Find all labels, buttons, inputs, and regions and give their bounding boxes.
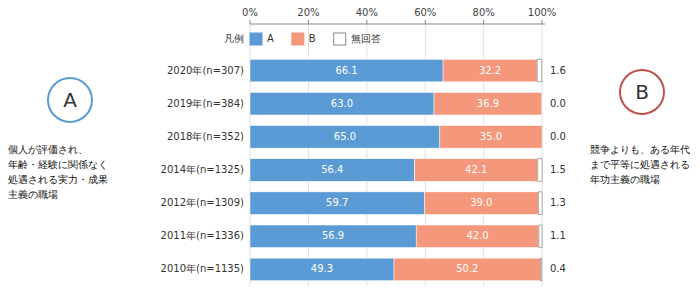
data-label: 1.1 bbox=[550, 230, 566, 241]
legend-title: 凡例 bbox=[224, 33, 244, 44]
data-label: 39.0 bbox=[470, 197, 492, 208]
bar bbox=[541, 92, 542, 115]
bar bbox=[250, 92, 434, 115]
legend-swatch bbox=[292, 33, 304, 45]
tick-label: 80% bbox=[473, 7, 495, 18]
bar bbox=[250, 159, 415, 182]
data-label: 59.7 bbox=[326, 197, 348, 208]
tick-mark bbox=[425, 20, 426, 24]
x-axis-line bbox=[250, 24, 545, 25]
bar bbox=[539, 225, 542, 248]
data-label: 1.5 bbox=[550, 164, 566, 175]
tick-mark bbox=[542, 20, 543, 24]
annotation: B 競争よりも、ある年代まで平等に処遇される年功主義の職場 bbox=[590, 70, 690, 185]
tick-label: 20% bbox=[297, 7, 319, 18]
bar bbox=[538, 192, 542, 215]
annotation-text: 年功主義の職場 bbox=[590, 174, 660, 185]
legend-entry: 無回答 bbox=[351, 33, 381, 44]
tick-label: 60% bbox=[414, 7, 436, 18]
bar bbox=[250, 192, 424, 215]
annotation-text: 年齢・経験に関係なく bbox=[8, 159, 108, 170]
tick-label: 100% bbox=[528, 7, 557, 18]
bar bbox=[541, 258, 542, 281]
bar bbox=[250, 258, 394, 281]
bar bbox=[250, 126, 440, 149]
bar bbox=[538, 159, 542, 182]
bar bbox=[440, 126, 542, 149]
category-label: 2010年(n=1135) bbox=[161, 263, 245, 274]
category-label: 2012年(n=1309) bbox=[161, 197, 245, 208]
bar bbox=[250, 59, 443, 82]
category-label: 2019年(n=384) bbox=[167, 98, 244, 109]
bar bbox=[537, 59, 542, 82]
data-label: 50.2 bbox=[456, 263, 478, 274]
tick-mark bbox=[250, 20, 251, 24]
legend-entry: A bbox=[267, 33, 274, 44]
annotation-label: A bbox=[63, 88, 77, 112]
annotation-label: B bbox=[635, 80, 649, 104]
annotation-text: 個人が評価され、 bbox=[8, 144, 88, 155]
tick-label: 40% bbox=[356, 7, 378, 18]
annotation: A 個人が評価され、年齢・経験に関係なく処遇される実力・成果主義の職場 bbox=[8, 78, 108, 200]
annotation-text: 主義の職場 bbox=[8, 189, 58, 200]
data-label: 56.4 bbox=[321, 164, 343, 175]
legend-entry: B bbox=[309, 33, 316, 44]
tick-mark bbox=[483, 20, 484, 24]
chart: 0% 20% 40% 60% 80% 100% 2020年(n=307) 2019年(n=38… bbox=[0, 0, 700, 291]
category-label: 2011年(n=1336) bbox=[161, 230, 245, 241]
legend-swatch bbox=[334, 33, 346, 45]
legend: 凡例 A B 無回答 bbox=[224, 33, 381, 45]
bar bbox=[250, 225, 416, 248]
annotation-text: まで平等に処遇される bbox=[590, 159, 690, 170]
bar bbox=[542, 126, 543, 149]
data-label: 32.2 bbox=[479, 65, 501, 76]
bar bbox=[394, 258, 541, 281]
bar bbox=[415, 159, 538, 182]
category-label: 2020年(n=307) bbox=[167, 65, 244, 76]
data-label: 66.1 bbox=[335, 65, 357, 76]
data-label: 56.9 bbox=[322, 230, 344, 241]
bar bbox=[424, 192, 538, 215]
data-label: 49.3 bbox=[311, 263, 333, 274]
annotation-circle bbox=[48, 78, 92, 122]
tick-mark bbox=[308, 20, 309, 24]
bars bbox=[250, 59, 542, 280]
tick-mark bbox=[366, 20, 367, 24]
data-label: 42.0 bbox=[466, 230, 488, 241]
category-label: 2018年(n=352) bbox=[167, 131, 244, 142]
bar bbox=[443, 59, 537, 82]
data-label: 36.9 bbox=[477, 98, 499, 109]
grid bbox=[250, 24, 542, 286]
annotation-circle bbox=[620, 70, 664, 114]
tick-label: 0% bbox=[242, 7, 258, 18]
bar bbox=[416, 225, 539, 248]
legend-swatch bbox=[250, 33, 262, 45]
category-label: 2014年(n=1325) bbox=[161, 164, 245, 175]
annotation-text: 競争よりも、ある年代 bbox=[590, 144, 690, 155]
bar bbox=[434, 92, 542, 115]
data-label: 0.0 bbox=[550, 131, 566, 142]
data-labels: 66.1 32.2 1.6 63.0 36.9 0.0 65.0 35.0 0.0 56.4 42.… bbox=[311, 65, 566, 275]
data-label: 35.0 bbox=[480, 131, 502, 142]
data-label: 1.3 bbox=[550, 197, 566, 208]
annotation-text: 処遇される実力・成果 bbox=[8, 174, 108, 185]
data-label: 42.1 bbox=[465, 164, 487, 175]
data-label: 65.0 bbox=[334, 131, 356, 142]
data-label: 63.0 bbox=[331, 98, 353, 109]
data-label: 1.6 bbox=[550, 65, 566, 76]
data-label: 0.0 bbox=[550, 98, 566, 109]
data-label: 0.4 bbox=[550, 263, 566, 274]
